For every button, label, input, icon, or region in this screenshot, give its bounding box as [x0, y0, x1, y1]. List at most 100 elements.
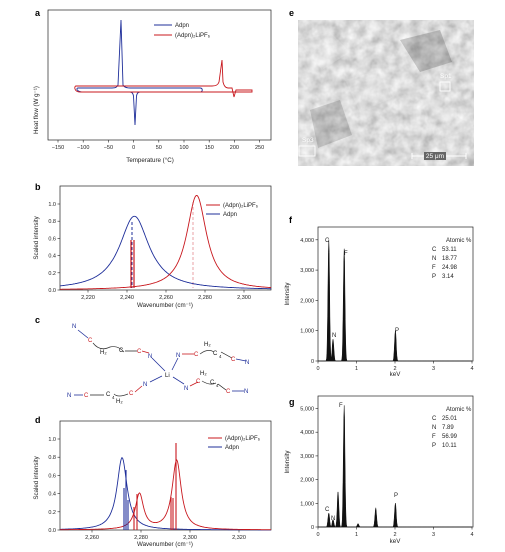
panel-a-xticks: −150 −100 −50 0 50 100 150 200 250	[52, 140, 264, 151]
panel-label-e: e	[289, 8, 294, 18]
panel_b-ytick-label-0: 0.0	[48, 288, 56, 294]
atom-c-12: C	[226, 389, 231, 395]
atomic-header-f: Atomic %	[446, 238, 472, 244]
panel_g-ytick-label-0: 0	[311, 525, 314, 531]
panel_g-ytick-label-4: 4,000	[300, 430, 314, 436]
panel-a-ylabel: Heat flow (W g⁻¹)	[33, 86, 40, 134]
panel-d: d 2,260 2,280 2,300 2,320 0.0 0.2 0.4 0.6 0.8 1.0…	[33, 415, 272, 548]
subscript-4-1: 4	[219, 354, 222, 359]
atom-c-2: C	[119, 348, 124, 354]
panel_g-xtick-label-0: 0	[316, 532, 319, 538]
panel-a: a −150 −100 −50 0 50 100 150 200 250 Temperature…	[33, 8, 272, 164]
legend-text-lipf6-a: (Adpn)₂LiPF₆	[175, 33, 211, 39]
bond-cn-5	[134, 385, 143, 393]
panel-label-b: b	[35, 182, 41, 192]
panel-g-ylabel: Intensity	[284, 450, 291, 474]
atom-n-4: N	[245, 360, 249, 366]
scalebar-label-bg	[424, 152, 446, 160]
peak-label-f-g: F	[339, 403, 343, 409]
panel_f-xtick-label-0: 0	[316, 366, 319, 372]
chain-1	[92, 342, 125, 353]
atom-c-7: C	[129, 391, 134, 397]
panel-f-ylabel: Intensity	[284, 282, 291, 306]
panel-b: b 2,220 2,240 2,260 2,280 2,300 0.0 0.2 0.4 0.6 0…	[33, 182, 272, 309]
panel-e: e Sp1 Sp3	[289, 8, 474, 166]
panel-d-xlabel: Wavenumber (cm⁻¹)	[137, 541, 193, 548]
atomic-element-2: F	[432, 434, 436, 440]
atom-n-5: N	[143, 382, 147, 388]
panel_f-xtick-label-2: 2	[393, 366, 396, 372]
peak-label-p-f: P	[395, 328, 399, 334]
panel_g-ytick-label-1: 1,000	[300, 501, 314, 507]
panel-g-xlabel: keV	[390, 538, 402, 545]
panel-g-ticks: 0 1 2 3 4 0 1,000 2,000 3,000 4,000 5,000	[300, 407, 473, 539]
panel_a-xtick-label-8: 250	[255, 145, 264, 151]
spot-label-sp1: Sp1	[440, 73, 452, 80]
bond-cc-4	[217, 383, 227, 391]
spot-box-sp3	[298, 145, 316, 157]
raman-curve-lipf6-d	[60, 459, 271, 531]
atom-h2-4: H₂	[200, 371, 207, 377]
peak-label-n-g: N	[331, 516, 335, 522]
atomic-value-0: 25.01	[442, 416, 458, 422]
atom-c-5: C	[213, 351, 218, 357]
atomic-element-2: F	[432, 265, 436, 271]
panel-f-xlabel: keV	[390, 371, 402, 378]
panel-label-g: g	[289, 397, 295, 407]
panel-c: c N C H₂ C C N Li N C H₂ C 4 C N N C C	[35, 315, 249, 405]
panel-label-c: c	[35, 315, 40, 325]
atomic-value-1: 18.77	[442, 256, 458, 262]
atom-c-11: C	[210, 380, 215, 386]
subscript-4-3: 4	[216, 383, 219, 388]
scalebar-label: 25 μm	[426, 153, 444, 160]
legend-text-lipf6-d: (Adpn)₂LiPF₆	[225, 436, 261, 442]
atom-c-6: C	[231, 357, 236, 363]
bond-cn-1	[77, 329, 89, 339]
panel_a-xtick-label-7: 200	[230, 145, 239, 151]
peak-label-c-f: C	[325, 238, 330, 244]
spot-label-sp3: Sp3	[302, 137, 314, 144]
atom-c-1: C	[88, 338, 93, 344]
panel_a-xtick-label-2: −50	[104, 145, 113, 151]
sem-facet-3	[400, 30, 452, 72]
atom-h2-3: H₂	[116, 399, 123, 405]
legend-text-lipf6-b: (Adpn)₂LiPF₆	[223, 203, 259, 209]
sem-facet-4	[310, 100, 352, 148]
panel_b-xtick-label-1: 2,240	[120, 295, 134, 301]
panel_d-ytick-label-2: 0.4	[48, 492, 56, 498]
panel-b-ylabel: Scaled intensity	[33, 215, 40, 259]
panel_b-ytick-label-4: 0.8	[48, 219, 56, 225]
panel_f-xtick-label-4: 4	[470, 366, 473, 372]
atomic-table-f: C 53.11 N 18.77 F 24.98 P 3.14	[432, 247, 458, 280]
panel_d-ytick-label-3: 0.6	[48, 473, 56, 479]
panel-label-a: a	[35, 8, 41, 18]
panel_f-xtick-label-1: 1	[355, 366, 358, 372]
panel_b-ytick-label-5: 1.0	[48, 202, 56, 208]
raman-curve-lipf6-b	[60, 195, 272, 290]
panel_g-ytick-label-2: 2,000	[300, 478, 314, 484]
atomic-element-3: P	[432, 274, 436, 280]
spot-box-sp1	[439, 81, 451, 92]
legend-text-adpn-a: Adpn	[175, 23, 189, 29]
panel_d-ytick-label-4: 0.8	[48, 455, 56, 461]
bond-cn-2	[141, 350, 150, 354]
dsc-curve-lipf6	[74, 59, 253, 98]
panel_b-xtick-label-4: 2,300	[237, 295, 251, 301]
panel_g-xtick-label-2: 2	[393, 532, 396, 538]
panel_d-ytick-label-0: 0.0	[48, 528, 56, 534]
panel_a-xtick-label-4: 50	[156, 145, 162, 151]
panel-f: f 0 1 2 3 4 0 1,000 2,000 3,000 4,000 keV Intensi…	[284, 215, 474, 378]
atom-c-4: C	[194, 352, 199, 358]
panel_b-ytick-label-1: 0.2	[48, 271, 56, 277]
atom-n-1: N	[72, 324, 76, 330]
panel-d-ticks: 2,260 2,280 2,300 2,320 0.0 0.2 0.4 0.6 0.8 1.0	[48, 437, 246, 541]
peak-label-p-g: P	[394, 493, 398, 499]
sem-facet-2	[345, 70, 392, 112]
panel_d-ytick-label-5: 1.0	[48, 437, 56, 443]
peak-label-f-f: F	[344, 251, 348, 257]
panel-a-xlabel: Temperature (°C)	[126, 157, 174, 164]
panel_a-xtick-label-6: 150	[205, 145, 214, 151]
atom-c-3: C	[137, 349, 142, 355]
panel_g-xtick-label-1: 1	[355, 532, 358, 538]
stick-lines-lipf6-d	[133, 443, 177, 530]
